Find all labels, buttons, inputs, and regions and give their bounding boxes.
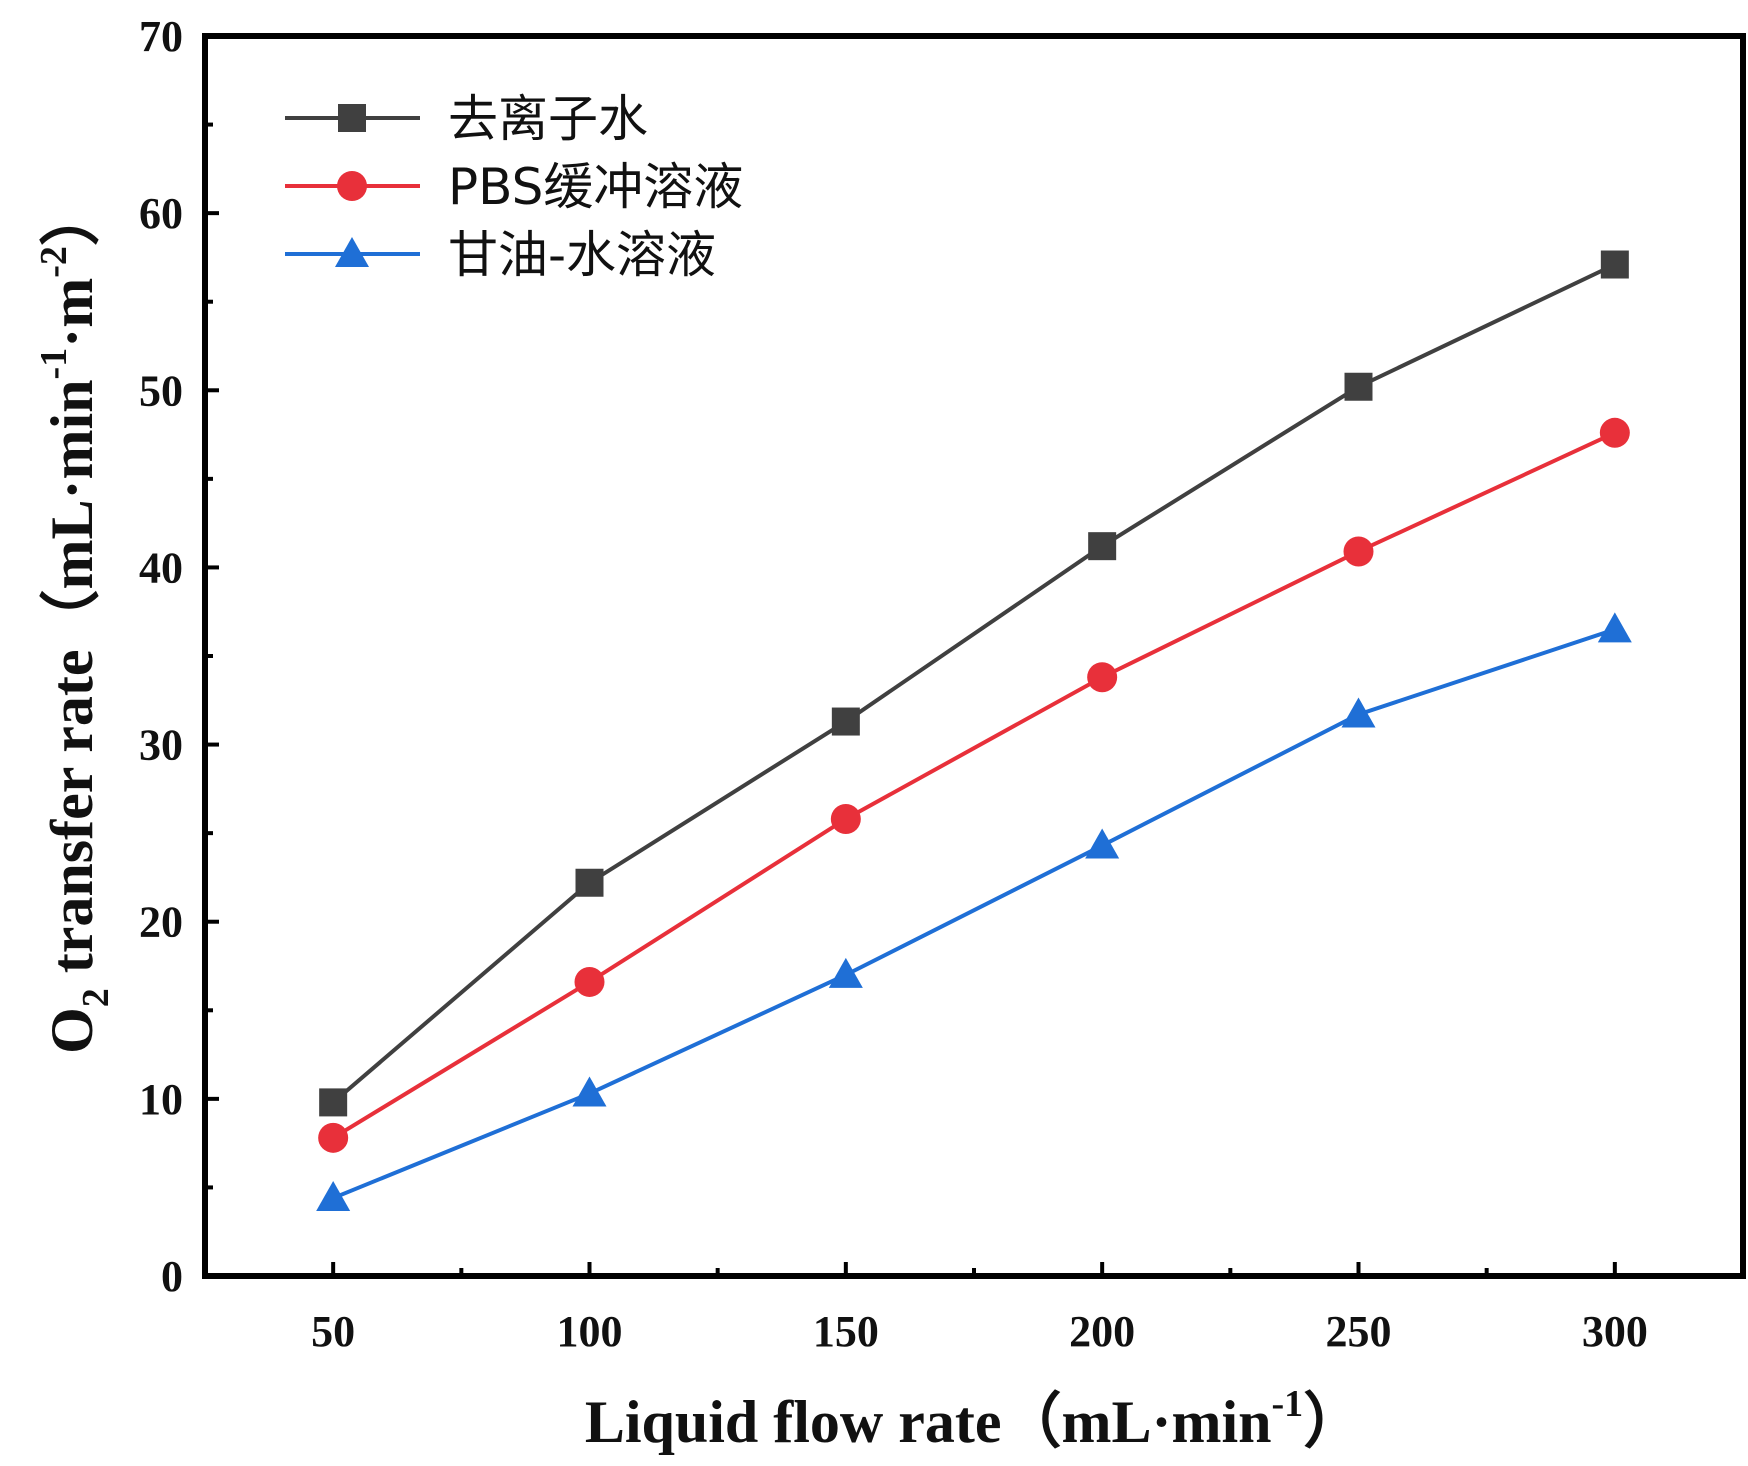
data-point <box>1087 662 1118 693</box>
y-tick-label: 50 <box>139 366 183 415</box>
y-tick-label: 0 <box>161 1252 183 1301</box>
legend-marker <box>335 237 369 267</box>
series-3 <box>316 612 1632 1212</box>
ticks-layer: 0 10 20 30 40 50 60 70 50 100 150 200 250 300 <box>139 12 1745 1356</box>
data-point <box>1344 372 1373 401</box>
plot-frame <box>202 33 1746 1279</box>
data-point <box>319 1088 348 1117</box>
legend-marker <box>338 104 366 132</box>
y-axis-title-main: transfer rate（mL·min <box>38 379 105 988</box>
data-point <box>1599 417 1630 448</box>
data-point <box>830 803 861 834</box>
x-tick-label: 300 <box>1582 1307 1648 1356</box>
x-tick-label: 150 <box>813 1307 879 1356</box>
x-axis-title-sup: -1 <box>1272 1383 1304 1425</box>
y-tick-label: 40 <box>139 543 183 592</box>
series-2 <box>318 417 1630 1153</box>
y-tick-label: 20 <box>139 898 183 947</box>
legend-label: PBS缓冲溶液 <box>448 158 743 216</box>
series-line <box>331 262 1616 1104</box>
data-point <box>318 1122 349 1153</box>
x-axis-title: Liquid flow rate（mL·min-1） <box>585 1383 1363 1455</box>
series-layer <box>316 250 1632 1212</box>
legend-label: 去离子水 <box>448 90 648 148</box>
series-1 <box>319 250 1629 1117</box>
series-line <box>332 627 1616 1200</box>
data-point <box>831 707 860 736</box>
x-axis-title-main: Liquid flow rate（mL·min <box>585 1388 1272 1455</box>
y-axis-title-o: O <box>39 1007 105 1054</box>
data-point <box>1600 250 1629 279</box>
data-point <box>574 966 605 997</box>
x-tick-label: 100 <box>557 1307 623 1356</box>
x-tick-label: 200 <box>1069 1307 1135 1356</box>
y-tick-label: 10 <box>139 1075 183 1124</box>
data-point <box>1597 612 1632 643</box>
data-point <box>316 1181 351 1212</box>
x-tick-label: 50 <box>311 1307 355 1356</box>
y-tick-label: 60 <box>139 189 183 238</box>
y-tick-label: 30 <box>139 721 183 770</box>
data-point <box>575 868 604 897</box>
y-axis-title-sup2: -2 <box>33 246 75 278</box>
legend-item: PBS缓冲溶液 <box>285 158 743 216</box>
legend-label: 甘油-水溶液 <box>448 226 716 284</box>
x-tick-label: 250 <box>1326 1307 1392 1356</box>
y-axis-title: O2 transfer rate（mL·min-1·m-2） <box>33 186 117 1054</box>
data-point <box>1088 532 1117 561</box>
legend-marker <box>337 171 367 201</box>
y-tick-label: 70 <box>139 12 183 61</box>
y-axis-title-mid: ·m <box>39 278 105 348</box>
y-axis-title-sup1: -1 <box>33 348 75 380</box>
y-axis-title-end: ） <box>38 186 105 246</box>
data-point <box>1085 828 1120 859</box>
legend-item: 甘油-水溶液 <box>285 226 716 284</box>
y-axis-title-sub: 2 <box>75 988 117 1007</box>
x-axis-title-end: ） <box>1303 1388 1363 1455</box>
series-line <box>332 430 1616 1140</box>
data-point <box>828 957 863 988</box>
data-point <box>1343 536 1374 567</box>
data-point <box>1341 697 1376 728</box>
legend-item: 去离子水 <box>285 90 648 148</box>
data-point <box>572 1076 607 1107</box>
